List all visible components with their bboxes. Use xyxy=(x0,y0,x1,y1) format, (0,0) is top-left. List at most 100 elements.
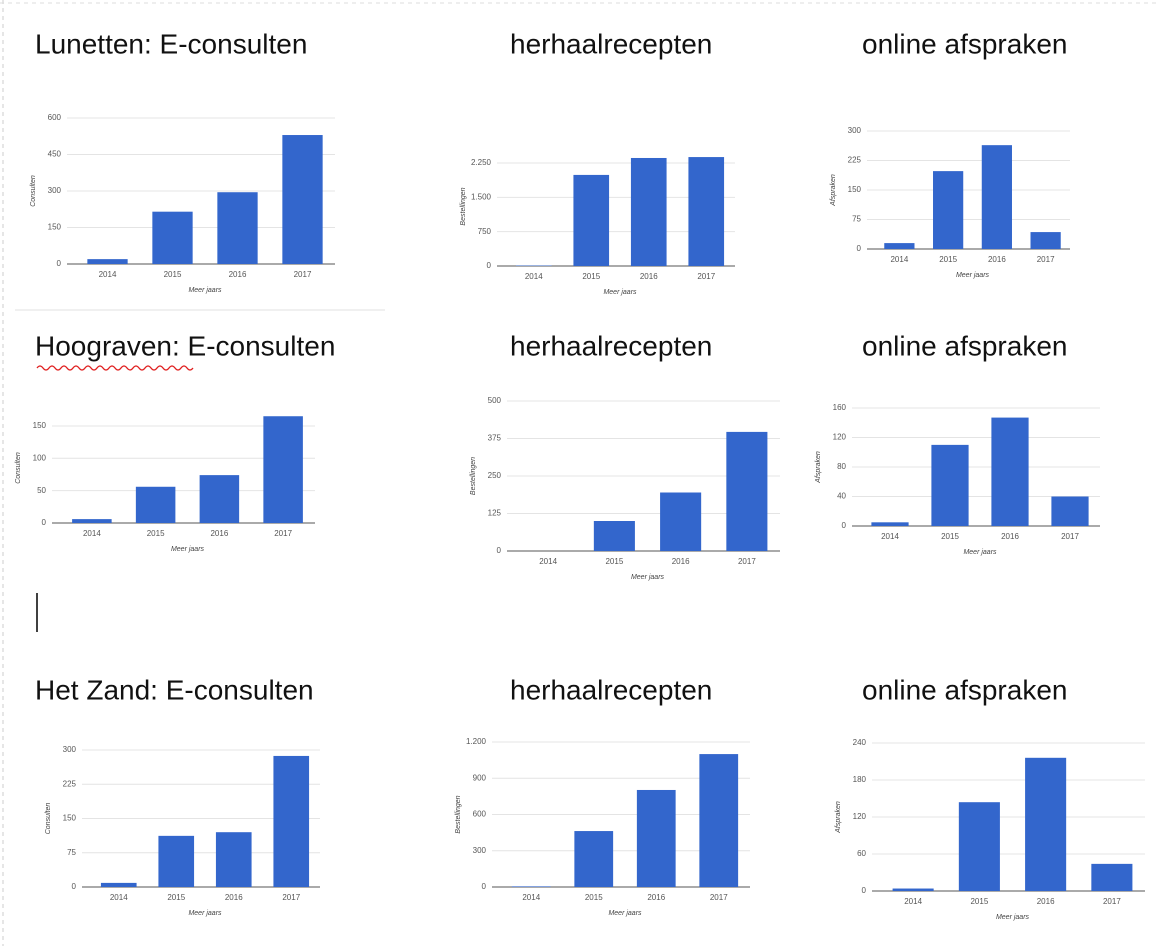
y-tick-label: 300 xyxy=(63,745,77,754)
y-tick-label: 150 xyxy=(48,223,62,232)
y-tick-label: 150 xyxy=(63,814,77,823)
y-tick-label: 0 xyxy=(482,882,487,891)
x-tick-label: 2016 xyxy=(988,255,1006,264)
section-heading: Lunetten: E-consulten xyxy=(35,28,307,59)
y-tick-label: 0 xyxy=(57,259,62,268)
y-tick-label: 0 xyxy=(497,546,502,555)
bar xyxy=(933,171,964,249)
section-heading: Hoograven: E-consulten xyxy=(35,330,335,361)
y-tick-label: 300 xyxy=(848,126,862,135)
y-tick-label: 240 xyxy=(853,738,867,747)
bar xyxy=(72,519,112,523)
y-tick-label: 50 xyxy=(37,486,46,495)
x-tick-label: 2014 xyxy=(525,272,543,281)
bar xyxy=(199,475,240,523)
bar xyxy=(630,157,667,266)
bar xyxy=(593,521,635,551)
x-axis-label: Meer jaars xyxy=(996,914,1030,921)
y-tick-label: 600 xyxy=(48,113,62,122)
bar xyxy=(152,211,193,264)
y-tick-label: 750 xyxy=(478,227,492,236)
section-heading: herhaalrecepten xyxy=(510,28,712,59)
y-tick-label: 150 xyxy=(33,421,47,430)
x-tick-label: 2016 xyxy=(225,893,243,902)
x-tick-label: 2017 xyxy=(1103,897,1121,906)
bar xyxy=(135,486,176,523)
bar xyxy=(215,832,252,887)
x-tick-label: 2017 xyxy=(1061,532,1079,541)
bar xyxy=(871,522,909,526)
bar xyxy=(87,259,128,264)
y-tick-label: 180 xyxy=(853,775,867,784)
x-tick-label: 2015 xyxy=(167,893,185,902)
bar xyxy=(263,416,303,523)
y-axis-label: Consulten xyxy=(15,452,22,484)
bar xyxy=(958,802,1000,891)
y-tick-label: 125 xyxy=(488,509,502,518)
y-tick-label: 75 xyxy=(852,215,861,224)
bar xyxy=(931,444,969,526)
bar xyxy=(574,831,614,887)
bar xyxy=(158,835,195,887)
y-axis-label: Afspraken xyxy=(815,451,822,484)
bar xyxy=(273,755,310,887)
y-tick-label: 300 xyxy=(473,846,487,855)
x-tick-label: 2014 xyxy=(904,897,922,906)
y-tick-label: 40 xyxy=(837,492,846,501)
bar xyxy=(688,157,725,266)
y-tick-label: 500 xyxy=(488,396,502,405)
bar xyxy=(282,135,323,264)
bar xyxy=(884,243,915,249)
x-tick-label: 2016 xyxy=(672,557,690,566)
bar xyxy=(726,431,768,551)
x-axis-label: Meer jaars xyxy=(188,910,222,917)
x-tick-label: 2014 xyxy=(881,532,899,541)
x-tick-label: 2017 xyxy=(710,893,728,902)
x-tick-label: 2015 xyxy=(970,897,988,906)
bar xyxy=(991,417,1029,526)
section-heading: online afspraken xyxy=(862,330,1067,361)
y-tick-label: 0 xyxy=(862,886,867,895)
y-tick-label: 100 xyxy=(33,453,47,462)
x-axis-label: Meer jaars xyxy=(188,287,222,294)
y-axis-label: Afspraken xyxy=(830,174,837,207)
x-tick-label: 2016 xyxy=(229,270,247,279)
x-tick-label: 2014 xyxy=(83,529,101,538)
y-axis-label: Consulten xyxy=(30,175,37,207)
y-axis-label: Bestellingen xyxy=(460,187,467,225)
y-axis-label: Bestellingen xyxy=(455,795,462,833)
x-tick-label: 2014 xyxy=(539,557,557,566)
x-axis-label: Meer jaars xyxy=(608,910,642,917)
bar xyxy=(573,174,610,266)
y-tick-label: 250 xyxy=(488,471,502,480)
x-tick-label: 2016 xyxy=(210,529,228,538)
y-tick-label: 0 xyxy=(42,518,47,527)
x-tick-label: 2016 xyxy=(640,272,658,281)
x-tick-label: 2017 xyxy=(282,893,300,902)
x-tick-label: 2015 xyxy=(941,532,959,541)
section-heading: herhaalrecepten xyxy=(510,330,712,361)
x-axis-label: Meer jaars xyxy=(603,289,637,296)
x-tick-label: 2017 xyxy=(738,557,756,566)
y-tick-label: 300 xyxy=(48,186,62,195)
y-tick-label: 0 xyxy=(857,244,862,253)
bar xyxy=(100,882,137,887)
x-tick-label: 2017 xyxy=(274,529,292,538)
bar xyxy=(217,192,258,264)
x-axis-label: Meer jaars xyxy=(956,272,990,279)
x-tick-label: 2015 xyxy=(605,557,623,566)
x-tick-label: 2015 xyxy=(147,529,165,538)
y-tick-label: 375 xyxy=(488,434,502,443)
x-tick-label: 2014 xyxy=(110,893,128,902)
y-axis-label: Afspraken xyxy=(835,801,842,834)
x-tick-label: 2017 xyxy=(1037,255,1055,264)
section-heading: online afspraken xyxy=(862,28,1067,59)
bar xyxy=(660,492,702,551)
bar xyxy=(981,145,1012,249)
x-tick-label: 2014 xyxy=(890,255,908,264)
x-tick-label: 2017 xyxy=(697,272,715,281)
y-axis-label: Bestellingen xyxy=(470,457,477,495)
y-tick-label: 120 xyxy=(833,433,847,442)
y-tick-label: 2.250 xyxy=(471,158,492,167)
